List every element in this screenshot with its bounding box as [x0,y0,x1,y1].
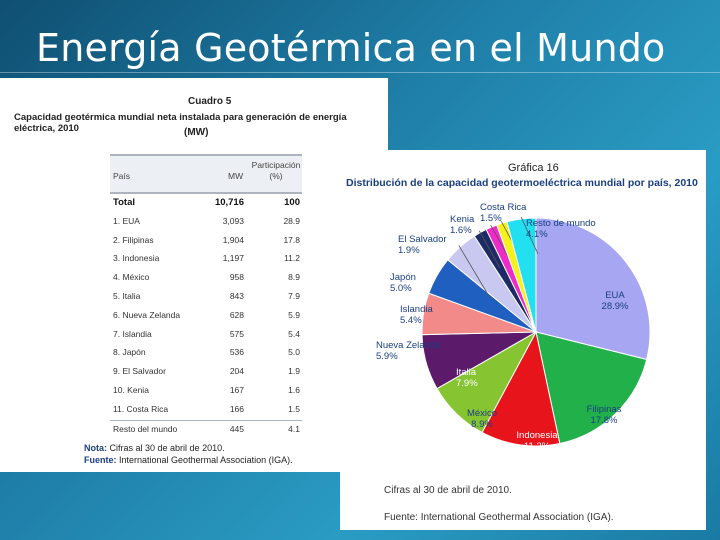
cell-mw: 167 [229,384,244,395]
table-row: 6. Nueva Zelanda 628 5.9 [110,307,302,326]
pie-slice-indonesia [481,330,561,447]
table-row: 11. Costa Rica 166 1.5 [110,401,302,420]
cell-pct: 7.9 [288,290,300,301]
table-row: 2. Filipinas 1,904 17.8 [110,232,302,251]
cell-name: 7. Islandia [113,328,152,339]
slice-label: Resto de mundo 4.1% [526,218,596,240]
header-participacion: Participación (%) [251,160,301,181]
cell-mw: 575 [229,328,244,339]
slice-label: Islandia 5.4% [400,304,433,326]
cell-mw: 166 [229,403,244,414]
cell-pct: 4.1 [288,423,300,434]
table-header: País MW Participación (%) [110,154,302,194]
slice-label: Japón 5.0% [390,272,416,294]
table-row: 7. Islandia 575 5.4 [110,326,302,345]
cell-mw: 204 [229,366,244,377]
capacity-table: País MW Participación (%) Total 10,716 1… [110,154,302,439]
header-pais: País [113,171,131,181]
slice-label: Filipinas 17.8% [587,404,622,426]
slice-label: El Salvador 1.9% [398,234,447,256]
cell-pct: 1.5 [288,403,300,414]
slice-label: Kenia 1.6% [450,214,475,236]
cell-pct: 28.9 [283,215,300,226]
slice-label: México 8.9% [467,408,497,430]
title-divider [0,72,720,73]
cell-pct: 100 [284,197,300,208]
chart-note: Cifras al 30 de abril de 2010. [384,485,512,496]
cell-pct: 8.9 [288,272,300,283]
cell-name: 9. El Salvador [113,366,166,377]
cell-name: 4. México [113,272,150,283]
leader-line [458,245,491,299]
table-row: 4. México 958 8.9 [110,269,302,288]
table-row-total: Total 10,716 100 [110,194,302,213]
cell-mw: 843 [229,290,244,301]
cell-name: 6. Nueva Zelanda [113,309,181,320]
cell-name: 11. Costa Rica [113,403,169,414]
table-unit: (MW) [184,127,209,138]
cell-mw: 958 [229,272,244,283]
cell-pct: 1.6 [288,384,300,395]
table-row: 9. El Salvador 204 1.9 [110,363,302,382]
cell-pct: 11.2 [284,253,300,264]
table-row: 1. EUA 3,093 28.9 [110,213,302,232]
slice-label: Costa Rica 1.5% [480,202,527,224]
table-row: 10. Kenia 167 1.6 [110,382,302,401]
cell-mw: 628 [229,309,244,320]
cell-name: Total [113,197,135,208]
slice-label: Nueva Zelanda 5.9% [376,340,441,362]
slice-label: EUA 28.9% [602,290,629,312]
table-panel: Cuadro 5 Capacidad geotérmica mundial ne… [0,78,388,472]
table-row: Resto del mundo 445 4.1 [110,419,302,440]
cell-mw: 3,093 [222,215,244,226]
pie-chart: EUA 28.9% Filipinas 17.8% Indonesia 11.2% Méxi… [376,202,651,452]
source-label: Fuente: [84,455,117,465]
cell-pct: 5.0 [288,347,300,358]
slide-title: Energía Geotérmica en el Mundo [36,26,666,70]
leader-line [520,216,539,255]
table-title: Cuadro 5 [188,96,232,107]
chart-source: Fuente: International Geothermal Associa… [384,512,614,523]
pie-slice-eua [535,217,651,361]
chart-title: Gráfica 16 [508,162,559,174]
cell-name: 1. EUA [113,215,140,226]
cell-name: 8. Japón [113,347,146,358]
cell-name: 3. Indonesia [113,253,160,264]
header-mw: MW [228,171,244,181]
leader-line [478,230,501,269]
cell-name: 5. Italia [113,290,141,301]
source-text: International Geothermal Association (IG… [119,455,293,465]
cell-mw: 1,197 [222,253,244,264]
cell-mw: 445 [229,423,244,434]
table-footnote: Nota: Cifras al 30 de abril de 2010. Fue… [84,442,293,466]
slice-label: Italia 7.9% [456,367,478,389]
chart-subtitle: Distribución de la capacidad geotermoelé… [346,177,698,189]
cell-pct: 5.9 [288,309,300,320]
table-subtitle: Capacidad geotérmica mundial neta instal… [14,112,347,134]
cell-pct: 5.4 [288,328,300,339]
table-row: 8. Japón 536 5.0 [110,344,302,363]
table-row: 5. Italia 843 7.9 [110,288,302,307]
cell-name: 2. Filipinas [113,234,154,245]
cell-pct: 1.9 [288,366,300,377]
cell-mw: 10,716 [214,197,244,208]
table-row: 3. Indonesia 1,197 11.2 [110,250,302,269]
chart-panel: Gráfica 16 Distribución de la capacidad … [340,150,706,530]
cell-name: Resto del mundo [113,423,178,434]
note-label: Nota: [84,443,107,453]
leader-line [490,225,511,261]
cell-mw: 536 [229,347,244,358]
cell-name: 10. Kenia [113,384,149,395]
cell-mw: 1,904 [222,234,244,245]
pie-slice-filipinas [535,331,648,445]
pie-slice-resto-de-mundo [506,217,537,333]
note-text: Cifras al 30 de abril de 2010. [109,443,225,453]
cell-pct: 17.8 [283,234,300,245]
slice-label: Indonesia 11.2% [516,430,558,452]
